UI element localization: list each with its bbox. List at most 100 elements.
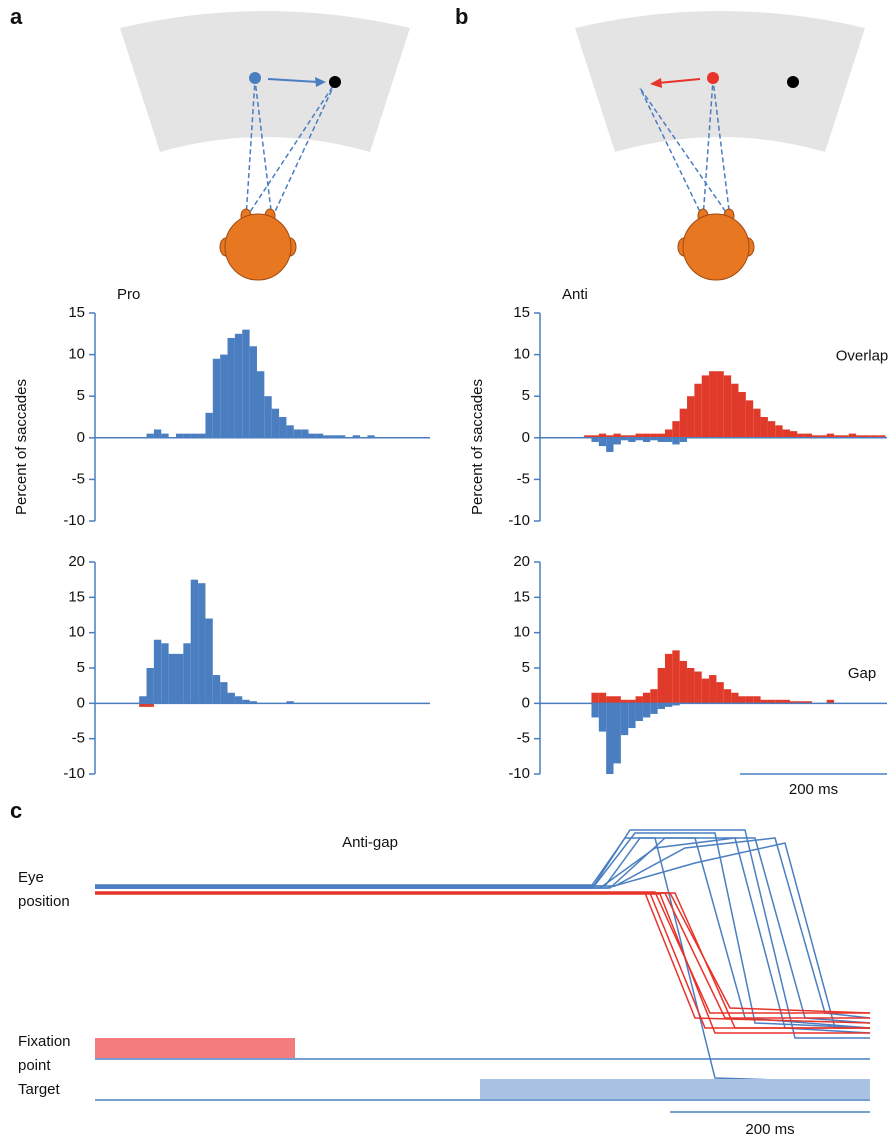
bar: [139, 696, 147, 704]
y-tick-label: 10: [68, 346, 85, 363]
scale-bar-label: 200 ms: [789, 781, 838, 798]
bar: [709, 371, 717, 438]
bar: [584, 435, 592, 438]
bar: [723, 375, 732, 438]
y-axis-label: Percent of saccades: [469, 379, 486, 515]
bar: [797, 701, 805, 704]
bar: [878, 435, 886, 438]
bar: [672, 421, 680, 438]
bar: [146, 668, 154, 704]
bar: [227, 692, 235, 704]
bar: [220, 354, 228, 438]
bar: [650, 703, 658, 714]
bar: [205, 618, 213, 704]
y-tick-label: 10: [68, 624, 85, 641]
bar: [227, 337, 235, 438]
bar: [256, 371, 265, 438]
bar: [628, 437, 636, 442]
bar: [606, 437, 614, 452]
bar: [175, 653, 184, 704]
bar: [664, 429, 673, 438]
panel-label: a: [10, 4, 23, 29]
y-tick-label: -5: [517, 470, 530, 487]
y-tick-label: 5: [522, 659, 530, 676]
trace: [95, 892, 871, 1024]
bar: [797, 433, 805, 438]
bar: [687, 396, 695, 438]
bar: [598, 703, 607, 732]
bar: [591, 435, 599, 438]
bar: [198, 583, 206, 704]
bar: [782, 699, 790, 704]
bar: [775, 425, 783, 438]
bar: [701, 375, 710, 438]
bar: [635, 703, 643, 721]
bar: [613, 703, 621, 764]
chart-title: Pro: [117, 286, 140, 303]
bar: [716, 371, 724, 438]
bar: [826, 699, 835, 704]
event-bar: [480, 1079, 870, 1099]
bar: [789, 701, 798, 704]
bar: [841, 435, 849, 438]
bar: [153, 639, 162, 704]
bar: [767, 699, 776, 704]
bar: [271, 408, 280, 438]
bar: [863, 435, 871, 438]
trace: [95, 832, 871, 1029]
bar: [168, 653, 176, 704]
trace: [95, 829, 870, 1039]
bar: [709, 675, 717, 704]
y-tick-label: 0: [77, 429, 85, 446]
bar: [234, 333, 243, 438]
bar: [664, 703, 673, 707]
bar: [598, 433, 607, 438]
bar: [628, 435, 636, 438]
bar: [352, 435, 361, 438]
bar: [190, 579, 199, 704]
bar: [279, 417, 287, 438]
bar: [657, 703, 665, 709]
bar: [161, 433, 169, 438]
bar: [856, 435, 864, 438]
bar: [870, 435, 879, 438]
bar: [679, 660, 688, 704]
y-tick-label: 5: [77, 387, 85, 404]
bar: [242, 699, 250, 704]
bar: [598, 692, 607, 704]
trace: [95, 837, 871, 1019]
bar: [613, 696, 621, 704]
bar: [701, 678, 710, 704]
event-label: point: [18, 1057, 51, 1074]
bar: [315, 433, 324, 438]
bar: [591, 692, 599, 704]
trace: [95, 892, 870, 1029]
bar: [183, 433, 191, 438]
bar: [308, 433, 316, 438]
bar: [337, 435, 346, 438]
bar: [212, 358, 221, 438]
bar: [628, 699, 636, 704]
y-tick-label: -5: [72, 730, 85, 747]
y-axis-label: position: [18, 893, 70, 910]
bar: [367, 435, 375, 438]
bar: [161, 643, 169, 704]
bar: [286, 425, 294, 438]
bar: [628, 703, 636, 729]
bar: [753, 408, 761, 438]
y-tick-label: 10: [513, 624, 530, 641]
bar: [153, 429, 162, 438]
y-tick-label: 20: [513, 553, 530, 570]
bar: [234, 696, 243, 704]
bar: [620, 437, 629, 441]
bar: [834, 435, 842, 438]
bar: [657, 668, 665, 704]
y-tick-label: 15: [68, 304, 85, 321]
event-bar: [95, 1038, 295, 1058]
y-tick-label: 15: [68, 588, 85, 605]
bar: [694, 383, 702, 438]
bar: [672, 437, 680, 445]
trace: [95, 892, 870, 1029]
